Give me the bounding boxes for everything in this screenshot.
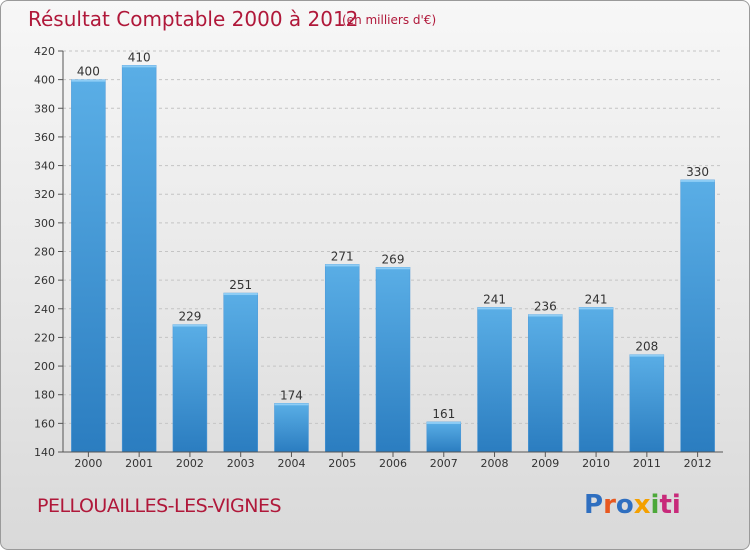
y-tick-label: 180 [34, 389, 55, 402]
y-tick-label: 300 [34, 217, 55, 230]
bar [121, 65, 157, 453]
y-tick-label: 240 [34, 303, 55, 316]
y-tick-label: 140 [34, 446, 55, 459]
y-tick-label: 420 [34, 45, 55, 58]
bar [223, 292, 258, 453]
x-tick-label: 2010 [582, 457, 610, 470]
data-label: 241 [483, 292, 506, 306]
x-tick-label: 2001 [125, 457, 153, 470]
x-tick-label: 2004 [277, 457, 305, 470]
bar-highlight [579, 307, 614, 310]
bar [71, 79, 106, 453]
bar [375, 267, 411, 453]
bar-highlight [71, 79, 106, 82]
data-label: 269 [382, 252, 405, 266]
y-tick-label: 200 [34, 360, 55, 373]
x-tick-label: 2003 [227, 457, 255, 470]
axis-layer: 140 160 180 200 220 240 260 280 300 320 340 360 380 4… [34, 45, 723, 470]
bar-highlight [680, 179, 715, 182]
data-label: 410 [128, 50, 151, 64]
bar-highlight [122, 65, 157, 68]
bar-highlight [426, 421, 461, 424]
logo-letter: ti [659, 490, 681, 520]
data-label: 229 [178, 310, 201, 324]
commune-name: PELLOUAILLES-LES-VIGNES [37, 495, 282, 517]
chart-subtitle: (en milliers d'€) [342, 13, 437, 27]
x-tick-label: 2005 [328, 457, 356, 470]
x-tick-label: 2007 [430, 457, 458, 470]
x-tick-label: 2012 [684, 457, 712, 470]
bar [172, 324, 208, 453]
x-tick-label: 2006 [379, 457, 407, 470]
x-tick-label: 2011 [633, 457, 661, 470]
data-labels-layer: 400 410 229 251 174 271 269 161 241 236 241 208 330 [77, 50, 709, 421]
x-tick-label: 2008 [481, 457, 509, 470]
data-label: 400 [77, 65, 100, 79]
y-tick-label: 320 [34, 188, 55, 201]
y-tick-label: 340 [34, 160, 55, 173]
y-tick-label: 220 [34, 331, 55, 344]
bar-highlight [477, 307, 512, 310]
bar-highlight [629, 354, 664, 357]
logo-letter: P [584, 490, 604, 520]
data-label: 174 [280, 388, 303, 402]
y-tick-label: 260 [34, 274, 55, 287]
y-tick-label: 160 [34, 417, 55, 430]
bar [629, 354, 665, 453]
bar [426, 421, 462, 453]
y-tick-label: 280 [34, 246, 55, 259]
x-tick-label: 2000 [74, 457, 102, 470]
data-label: 236 [534, 300, 557, 314]
bar [274, 403, 309, 453]
bar [477, 307, 512, 453]
data-label: 208 [635, 340, 658, 354]
bar-highlight [528, 314, 563, 317]
y-tick-label: 380 [34, 102, 55, 115]
logo-letter: x [633, 490, 651, 520]
bar-highlight [274, 403, 309, 406]
bar [680, 179, 715, 453]
y-tick-label: 400 [34, 74, 55, 87]
data-label: 330 [686, 165, 709, 179]
bar-highlight [376, 267, 410, 270]
x-tick-label: 2009 [531, 457, 559, 470]
bar [528, 314, 563, 453]
logo-letter: i [650, 490, 660, 520]
bar-highlight [172, 324, 207, 327]
data-label: 161 [432, 407, 455, 421]
data-label: 271 [331, 249, 354, 263]
bar [324, 264, 360, 453]
bar-highlight [325, 264, 360, 267]
bar [578, 307, 614, 453]
chart-title: Résultat Comptable 2000 à 2012 [28, 7, 359, 31]
data-label: 241 [585, 292, 608, 306]
bar-highlight [223, 293, 258, 296]
logo-letter: r [603, 490, 616, 520]
logo-letter: o [615, 490, 634, 520]
x-tick-label: 2002 [176, 457, 204, 470]
y-tick-label: 360 [34, 131, 55, 144]
data-label: 251 [229, 278, 252, 292]
proxiti-logo[interactable]: Proxiti [584, 490, 681, 520]
